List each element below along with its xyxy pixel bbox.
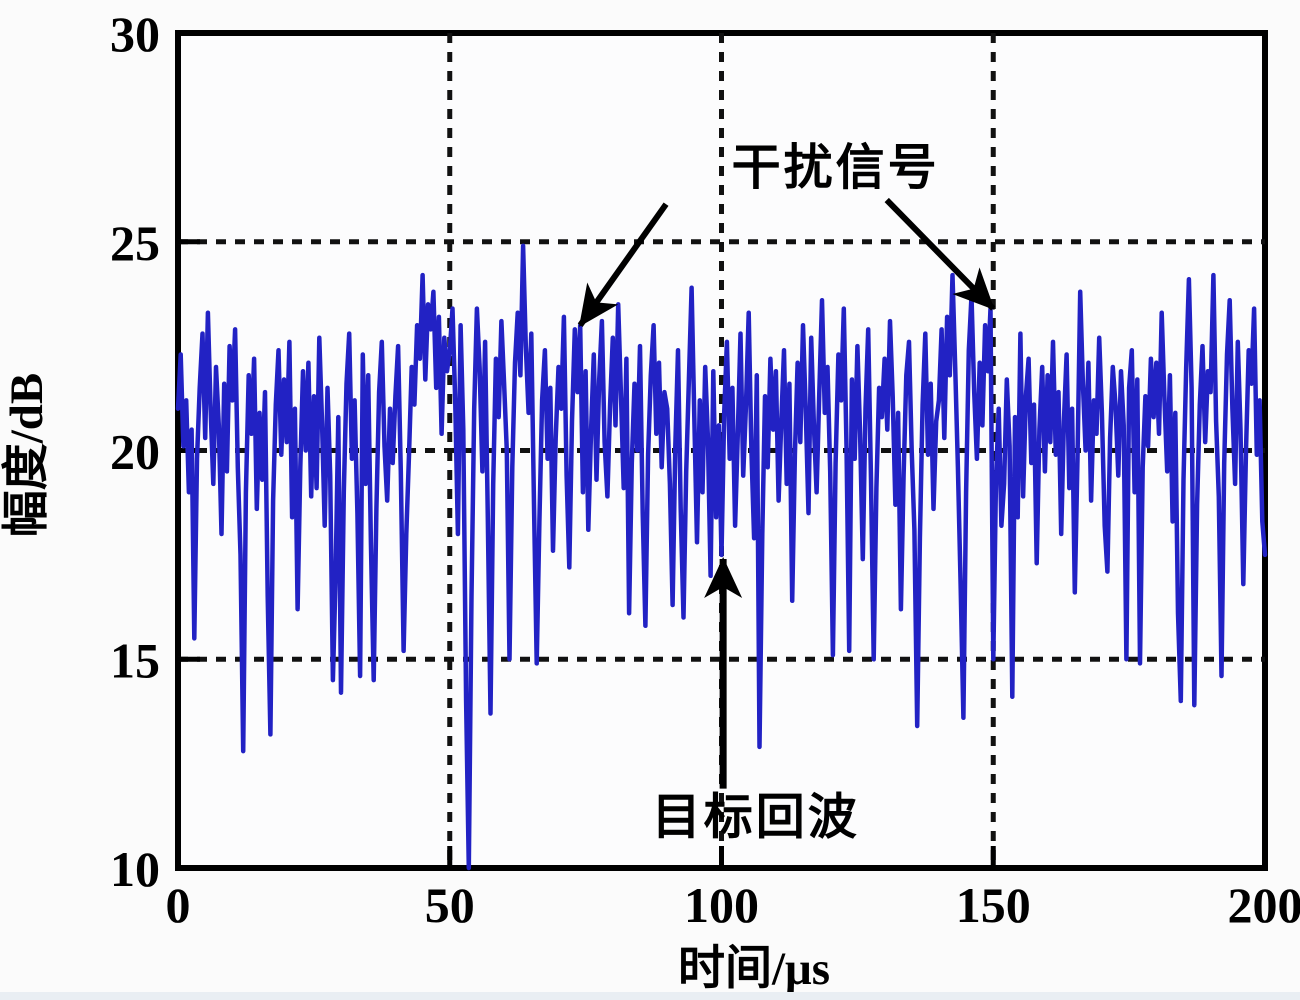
bottom-edge-strip (0, 992, 1300, 1000)
y-tick-label-10: 10 (110, 841, 160, 897)
annotations: 干扰信号 目标回波 (577, 140, 996, 844)
interference-arrow-right (884, 197, 996, 311)
target-echo-label: 目标回波 (652, 789, 860, 844)
x-tick-label-150: 150 (956, 877, 1031, 933)
interference-arrow-left (577, 202, 669, 327)
interference-label: 干扰信号 (732, 140, 940, 195)
x-tick-label-50: 50 (425, 877, 475, 933)
y-axis-label: 幅度/dB (1, 373, 53, 538)
x-tick-label-0: 0 (166, 877, 191, 933)
y-tick-label-20: 20 (110, 424, 160, 480)
x-tick-label-100: 100 (684, 877, 759, 933)
y-tick-label-15: 15 (110, 632, 160, 688)
y-tick-label-25: 25 (110, 215, 160, 271)
signal-trace (175, 243, 1268, 871)
gridlines (178, 33, 1265, 868)
x-axis-label: 时间/μs (678, 943, 830, 995)
y-tick-label-30: 30 (110, 6, 160, 62)
axis-ticks-and-labels: 0 50 100 150 200 10 15 20 25 30 (110, 6, 1300, 933)
x-tick-label-200: 200 (1228, 877, 1300, 933)
